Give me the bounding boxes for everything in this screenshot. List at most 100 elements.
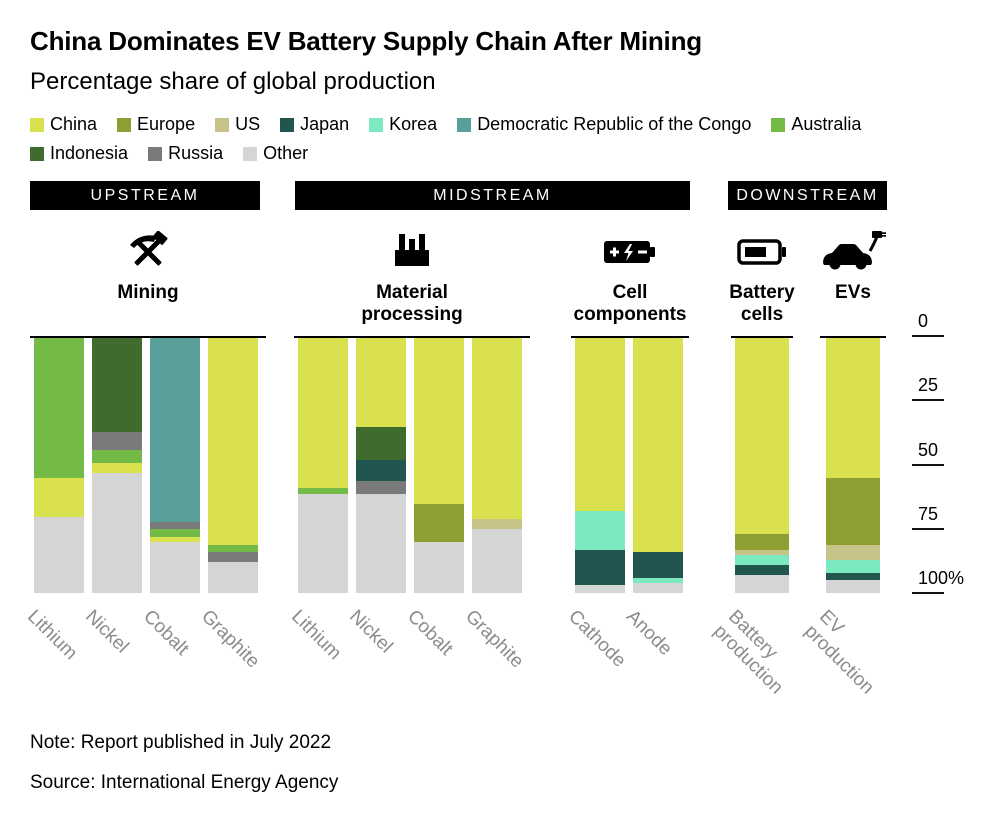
chart-material-processing: Lithium Nickel Cobalt Graphite: [287, 336, 530, 672]
battery-charge-icon: [571, 228, 689, 276]
bar-label-cobalt: Cobalt: [139, 606, 193, 660]
bars-material-processing: [294, 338, 530, 593]
segment-australia: [298, 488, 348, 494]
group-title-mining: Mining: [117, 282, 179, 303]
segment-korea: [575, 511, 625, 550]
y-tick-label: 25: [918, 375, 939, 396]
segment-other: [208, 562, 258, 593]
legend-swatch-australia: [771, 117, 786, 132]
stage-banner-downstream: DOWNSTREAM: [728, 181, 887, 210]
segment-other: [826, 580, 880, 593]
page-subtitle: Percentage share of global production: [30, 68, 436, 95]
bar-label-lithium: Lithium: [23, 606, 82, 665]
bar-label-graphite: Graphite: [461, 606, 528, 673]
tick-line: [912, 527, 944, 530]
stage-banner-midstream: MIDSTREAM: [295, 181, 690, 210]
legend-swatch-china: [30, 117, 44, 132]
segment-indonesia: [92, 338, 142, 433]
segment-china: [356, 338, 406, 428]
segment-japan: [633, 552, 683, 578]
bar-label-nickel: Nickel: [345, 606, 397, 658]
stacked-bar-ev-production: [826, 338, 880, 593]
legend-label: Other: [263, 143, 309, 163]
segment-other: [150, 541, 200, 593]
legend-swatch-democratic-republic-of-the-congo: [457, 117, 472, 132]
group-cell-components: Cell components Cathode Anode: [564, 228, 689, 672]
battery-icon: [731, 228, 793, 276]
bars-cell-components: [571, 338, 689, 593]
segment-japan: [735, 564, 789, 576]
segment-other: [414, 542, 464, 593]
group-title-battery-cells: Battery cells: [729, 282, 795, 325]
stacked-bar-graphite: [472, 338, 522, 593]
legend-swatch-indonesia: [30, 146, 44, 161]
legend-item-korea: Korea: [369, 114, 437, 135]
page-title: China Dominates EV Battery Supply Chain …: [30, 26, 702, 56]
segment-korea: [826, 559, 880, 573]
legend-item-us: US: [215, 114, 260, 135]
segment-japan: [356, 460, 406, 481]
bar-label-nickel: Nickel: [81, 606, 133, 658]
legend-item-japan: Japan: [280, 114, 349, 135]
segment-china: [735, 338, 789, 535]
segment-australia: [208, 544, 258, 553]
segment-japan: [575, 549, 625, 586]
stacked-bar-battery-production: [735, 338, 789, 593]
segment-korea: [735, 554, 789, 565]
legend-item-china: China: [30, 114, 97, 135]
stacked-bar-nickel: [92, 338, 142, 593]
legend-label: Europe: [137, 114, 196, 134]
stacked-bar-lithium: [34, 338, 84, 593]
segment-japan: [826, 572, 880, 581]
stacked-bar-cobalt: [414, 338, 464, 593]
segment-china: [92, 462, 142, 474]
group-evs: EVs EV production: [800, 228, 886, 699]
note-text: Note: Report published in July 2022: [30, 732, 332, 753]
legend-swatch-japan: [280, 117, 295, 132]
segment-us: [826, 544, 880, 560]
segment-china: [150, 536, 200, 542]
segment-australia: [92, 450, 142, 463]
segment-australia: [150, 529, 200, 537]
segment-china: [208, 338, 258, 545]
tick-line: [912, 463, 944, 466]
legend-item-russia: Russia: [148, 143, 223, 164]
segment-other: [92, 473, 142, 593]
segment-russia: [92, 432, 142, 451]
group-title-material-processing: Material processing: [361, 282, 463, 325]
y-tick-label: 75: [918, 503, 939, 524]
legend-label: Indonesia: [50, 143, 129, 163]
pickaxe-hammer-icon: [30, 228, 266, 276]
segment-china: [414, 338, 464, 504]
legend-item-indonesia: Indonesia: [30, 143, 128, 164]
bar-label-anode: Anode: [622, 606, 676, 660]
segment-europe: [414, 503, 464, 542]
factory-icon: [294, 228, 530, 276]
bar-label-cobalt: Cobalt: [403, 606, 457, 660]
group-title-evs: EVs: [835, 282, 871, 303]
legend-swatch-other: [243, 146, 258, 161]
legend-label: Korea: [389, 114, 438, 134]
bar-label-lithium: Lithium: [287, 606, 346, 665]
bar-label-ev-production: EV production: [800, 606, 878, 699]
legend-swatch-us: [215, 117, 230, 132]
group-material-processing: Material processing Lithium Nickel Cobalt G…: [287, 228, 530, 672]
segment-russia: [356, 480, 406, 494]
legend-item-australia: Australia: [771, 114, 861, 135]
segment-europe: [826, 478, 880, 545]
segment-us: [472, 519, 522, 530]
y-tick-label: 50: [918, 439, 939, 460]
stacked-bar-graphite: [208, 338, 258, 593]
chart-cell-components: Cathode Anode: [564, 336, 689, 672]
chart-battery-cells: Battery production: [709, 336, 793, 699]
segment-russia: [150, 521, 200, 530]
segment-indonesia: [356, 427, 406, 461]
legend-swatch-russia: [148, 146, 163, 161]
legend-row: China Europe US Japan Korea Democratic Republ…: [30, 114, 982, 135]
stacked-bar-cathode: [575, 338, 625, 593]
segment-other: [575, 585, 625, 593]
chart-mining: Lithium Nickel Cobalt Graphite: [23, 336, 266, 672]
y-tick-label: 0: [918, 311, 929, 331]
legend-item-europe: Europe: [117, 114, 195, 135]
segment-australia: [34, 338, 84, 479]
